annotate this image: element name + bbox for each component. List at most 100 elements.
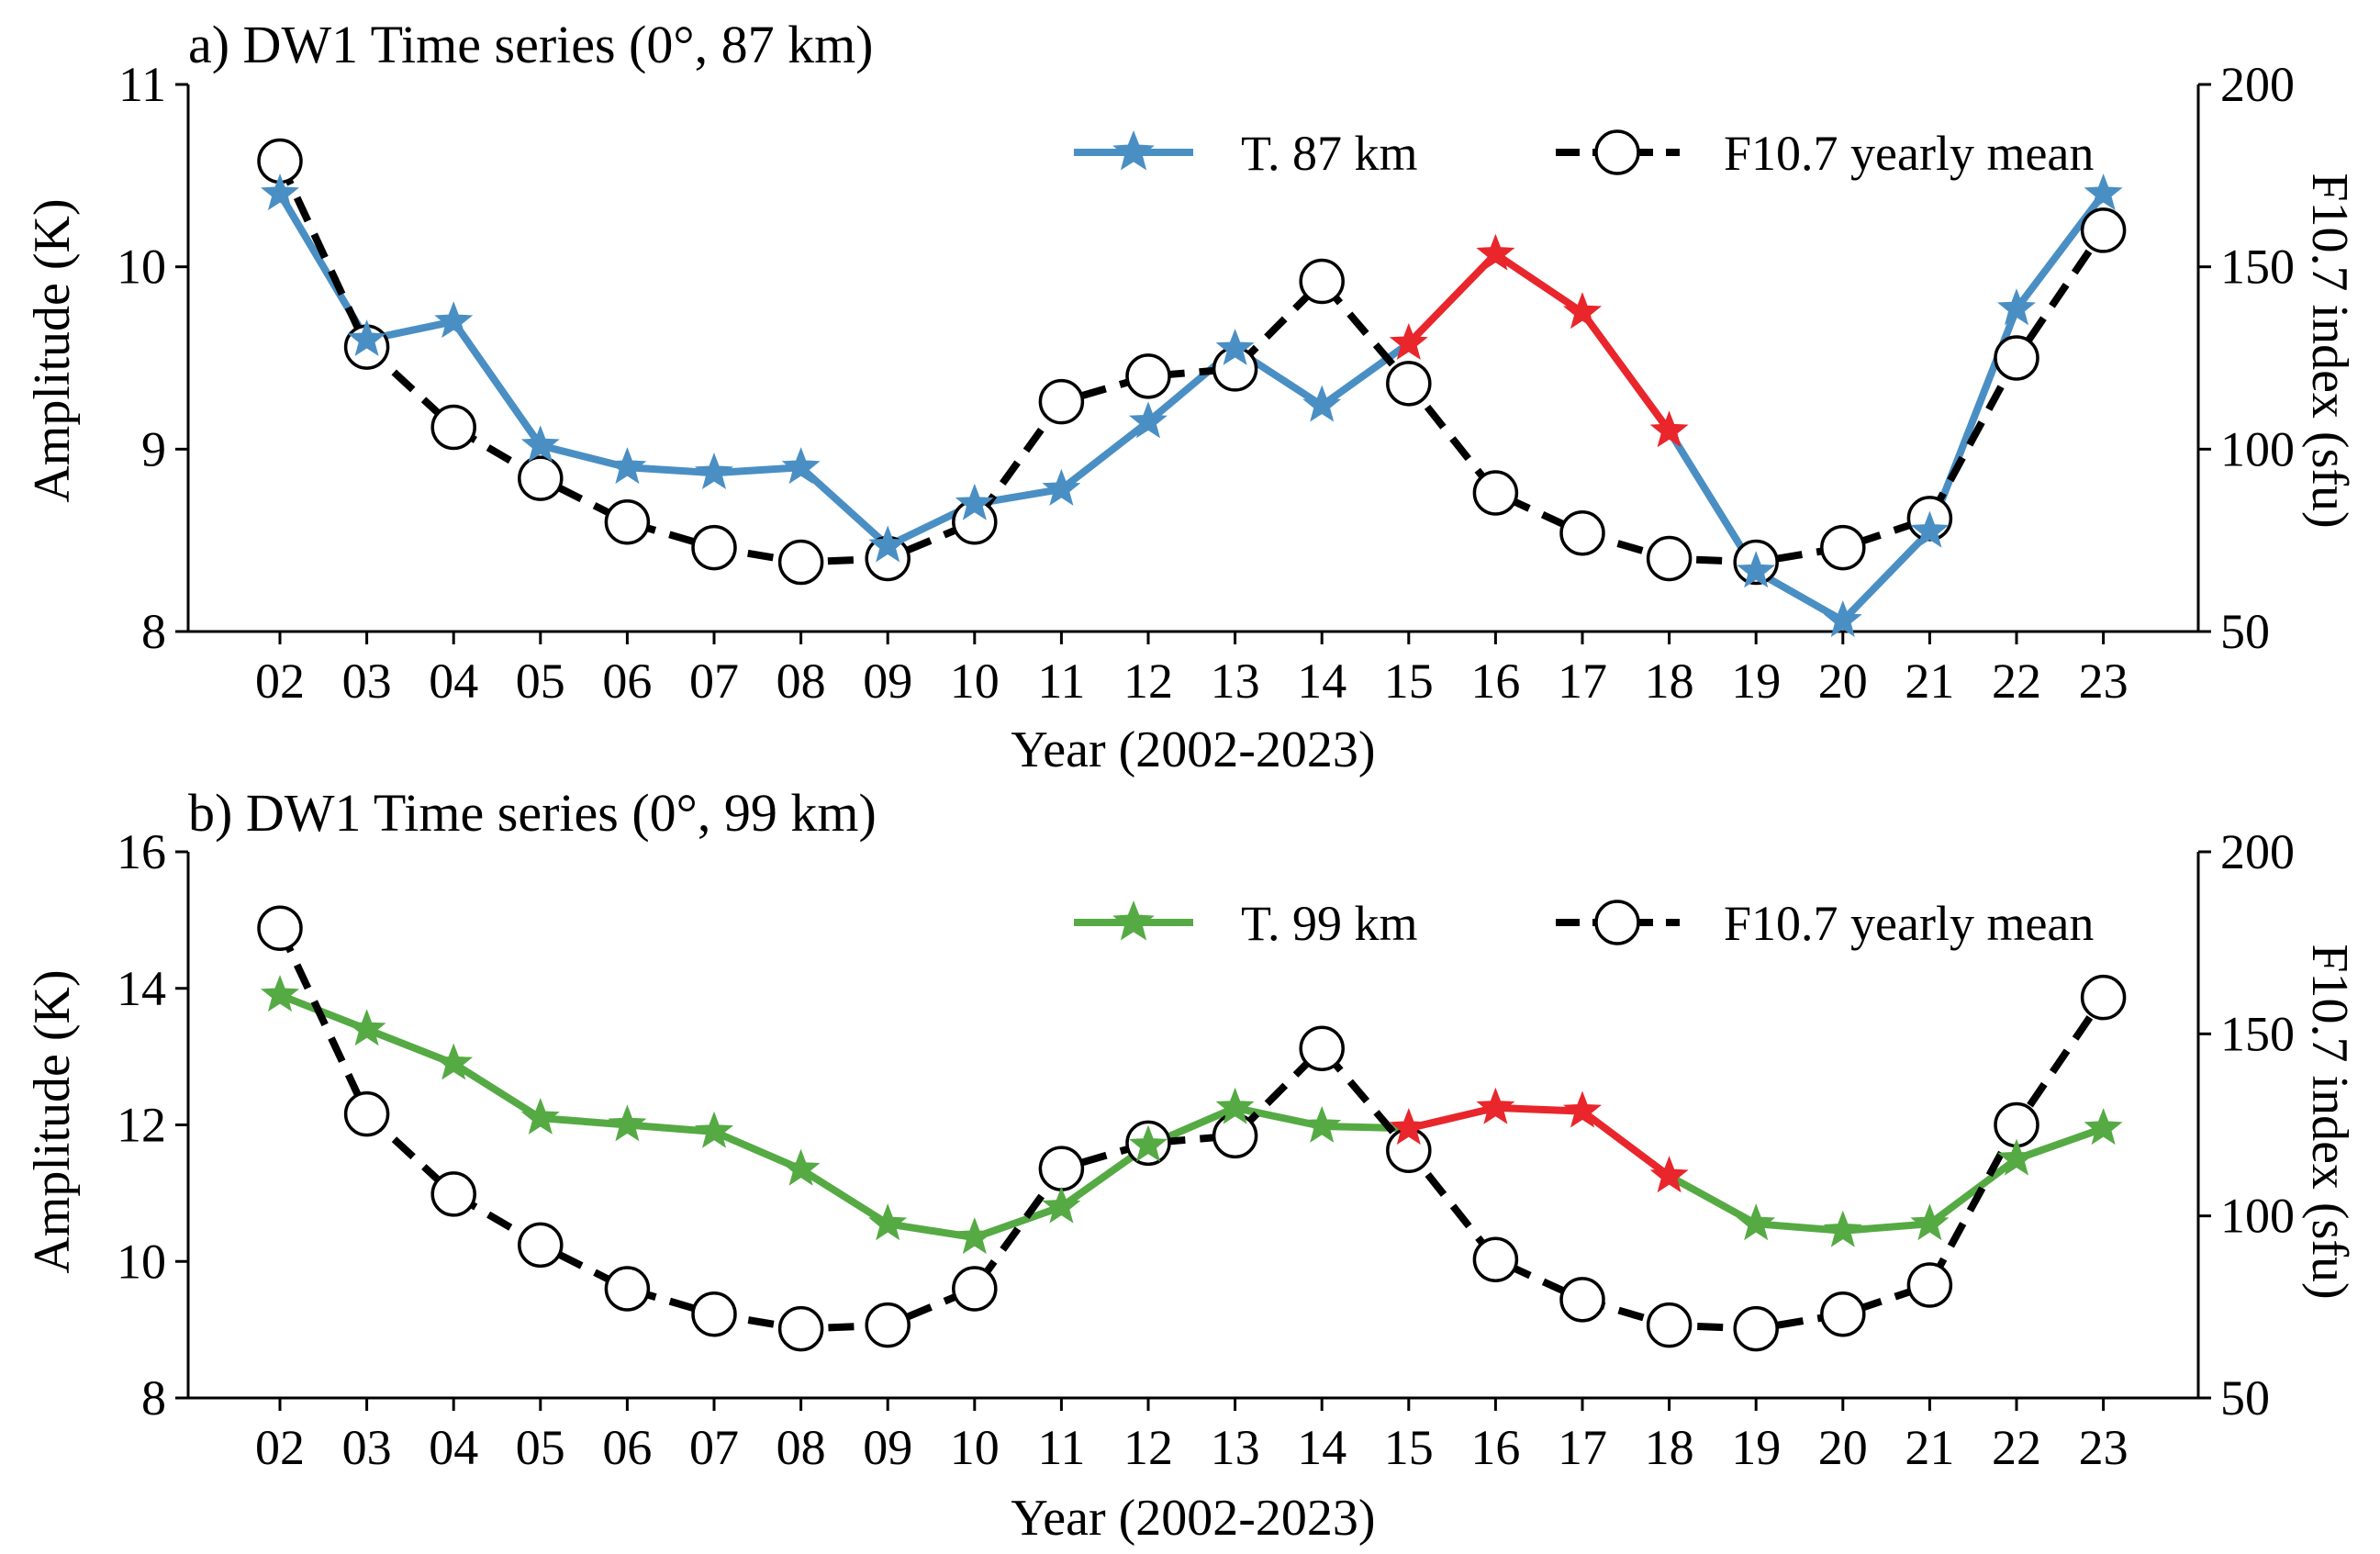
panel-b-f107-point (1906, 1262, 1953, 1308)
panel-a-f107-point (1559, 509, 1605, 556)
panel-b-xtick-label: 20 (1818, 1420, 1868, 1475)
legend-star-t87 (1112, 129, 1155, 171)
panel-b-temp-point (1476, 1087, 1515, 1124)
panel-b-y2tick-label: 100 (2220, 1189, 2295, 1244)
panel-a-xtick-label: 11 (1037, 654, 1085, 709)
panel-a-ytick-label: 9 (141, 421, 166, 476)
panel-a-xtick-label: 17 (1558, 654, 1607, 709)
panel-a-xtick-label: 07 (689, 654, 739, 709)
panel-b-f107-point (952, 1266, 998, 1312)
panel-b-ytick-label: 14 (117, 961, 166, 1016)
panel-a-xtick-label: 03 (342, 654, 392, 709)
panel-a-temp-point (1737, 551, 1776, 588)
panel-b-f107-point (691, 1291, 737, 1337)
panel-a-f107-point (604, 499, 651, 545)
panel-b-temp-point (1823, 1210, 1862, 1247)
panel-a-xtick-label: 04 (429, 654, 478, 709)
panel-b-temp-point (608, 1104, 647, 1142)
panel-a-temp-point (1996, 288, 2037, 326)
panel-b-temp-point (2084, 1108, 2123, 1146)
legend-label-f107-a: F10.7 yearly mean (1724, 126, 2094, 181)
panel-a-f107-point (1820, 524, 1866, 571)
panel-b-temp-point (694, 1111, 734, 1148)
panel-b-temp-point (1128, 1124, 1168, 1162)
panel-b-temp-point (1302, 1105, 1342, 1143)
panel-b-xtick-label: 14 (1297, 1420, 1346, 1475)
panel-b-temp-point (1042, 1186, 1081, 1224)
panel-b-f107-point (1299, 1025, 1345, 1071)
panel-a-temp-point (1910, 510, 1950, 548)
panel-b-y2tick-label: 200 (2220, 824, 2295, 879)
panel-b-xtick-label: 03 (342, 1420, 392, 1475)
panel-a-xtick-label: 23 (2079, 654, 2129, 709)
panel-a-f107-point (2080, 207, 2127, 253)
panel-a-xtick-label: 20 (1818, 654, 1868, 709)
panel-a-f107-point (1994, 335, 2039, 381)
panel-b-temp-point (955, 1217, 994, 1255)
panel-b-temp-point (1649, 1156, 1689, 1193)
panel-a-f107-point (430, 404, 476, 451)
panel-a-temp-highlight-line (1405, 250, 1672, 433)
panel-b-temp-point (260, 975, 300, 1012)
panel-a-f107-point (691, 524, 737, 571)
panel-b-xtick-label: 16 (1470, 1420, 1520, 1475)
panel-b-temp-point (1563, 1090, 1602, 1128)
panel-a-xtick-label: 09 (863, 654, 912, 709)
panel-b-xtick-label: 06 (602, 1420, 652, 1475)
panel-a-xtick-label: 02 (255, 654, 305, 709)
legend-label-t87: T. 87 km (1241, 126, 1417, 181)
panel-b-xtick-label: 04 (429, 1420, 478, 1475)
panel-b-xtick-label: 13 (1211, 1420, 1260, 1475)
panel-a-temp-point (694, 453, 734, 489)
panel-b-f107-point (343, 1090, 390, 1137)
panel-b-f107-line (276, 926, 2106, 1333)
panel-b-f107-point (1472, 1236, 1519, 1283)
panel-a-temp-point (1476, 233, 1515, 271)
panel-a-xtick-label: 18 (1645, 654, 1694, 709)
panel-a-ytick-label: 10 (117, 240, 166, 295)
panel-b-temp-point (434, 1043, 474, 1080)
panel-b-xtick-label: 09 (863, 1420, 912, 1475)
panel-b-f107-point (865, 1302, 911, 1348)
panel-a-xtick-label: 21 (1905, 654, 1954, 709)
panel-b-ytick-label: 16 (117, 824, 166, 879)
panel-b-xtick-label: 08 (777, 1420, 826, 1475)
panel-b-f107-point (1733, 1305, 1779, 1352)
panel-a-xlabel: Year (2002-2023) (1011, 721, 1375, 778)
panel-b-f107-point (1212, 1112, 1258, 1159)
panel-a-xtick-label: 19 (1731, 654, 1781, 709)
panel-a-y2tick-label: 200 (2220, 57, 2295, 112)
panel-a-temp-point (2084, 173, 2123, 211)
panel-b-xtick-label: 17 (1558, 1420, 1607, 1475)
panel-b-title: b) DW1 Time series (0°, 99 km) (188, 783, 877, 843)
panel-b-temp-point (347, 1009, 386, 1046)
panel-a-y2tick-label: 100 (2220, 421, 2295, 476)
panel-a: a) DW1 Time series (0°, 87 km) Amplitude… (24, 15, 2358, 778)
panel-b-xtick-label: 22 (1992, 1420, 2041, 1475)
panel-a-temp-point (1649, 410, 1689, 448)
panel-a-temp-point (1302, 385, 1342, 422)
panel-a-temp-point (1128, 401, 1168, 439)
panel-b-y2label: F10.7 index (sfu) (2301, 944, 2358, 1299)
panel-a-f107-point (518, 455, 564, 501)
legend-circle-f107-a (1594, 129, 1640, 175)
panel-b-temp-point (1215, 1087, 1255, 1124)
panel-a-title: a) DW1 Time series (0°, 87 km) (188, 15, 874, 74)
legend-star-t99 (1112, 900, 1155, 941)
panel-a-temp-point (520, 425, 560, 463)
panel-b-plot: 8 10 12 14 16 50 100 150 200 02 03 04 05 06 07 08 09 10 11… (117, 824, 2295, 1475)
panel-b-f107-point (777, 1305, 824, 1352)
legend-label-t99: T. 99 km (1241, 896, 1417, 951)
panel-b-f107-point (518, 1222, 564, 1269)
panel-b: b) DW1 Time series (0°, 99 km) Amplitude… (24, 783, 2358, 1547)
panel-b-temp-point (520, 1097, 560, 1135)
panel-b-xtick-label: 07 (689, 1420, 739, 1475)
panel-b-y2tick-label: 150 (2220, 1006, 2295, 1061)
panel-b-ytick-label: 10 (117, 1234, 166, 1289)
panel-b-f107-point (430, 1171, 476, 1217)
panel-b-xtick-label: 18 (1645, 1420, 1694, 1475)
panel-b-xtick-label: 19 (1731, 1420, 1781, 1475)
panel-a-y2tick-label: 50 (2220, 604, 2270, 659)
